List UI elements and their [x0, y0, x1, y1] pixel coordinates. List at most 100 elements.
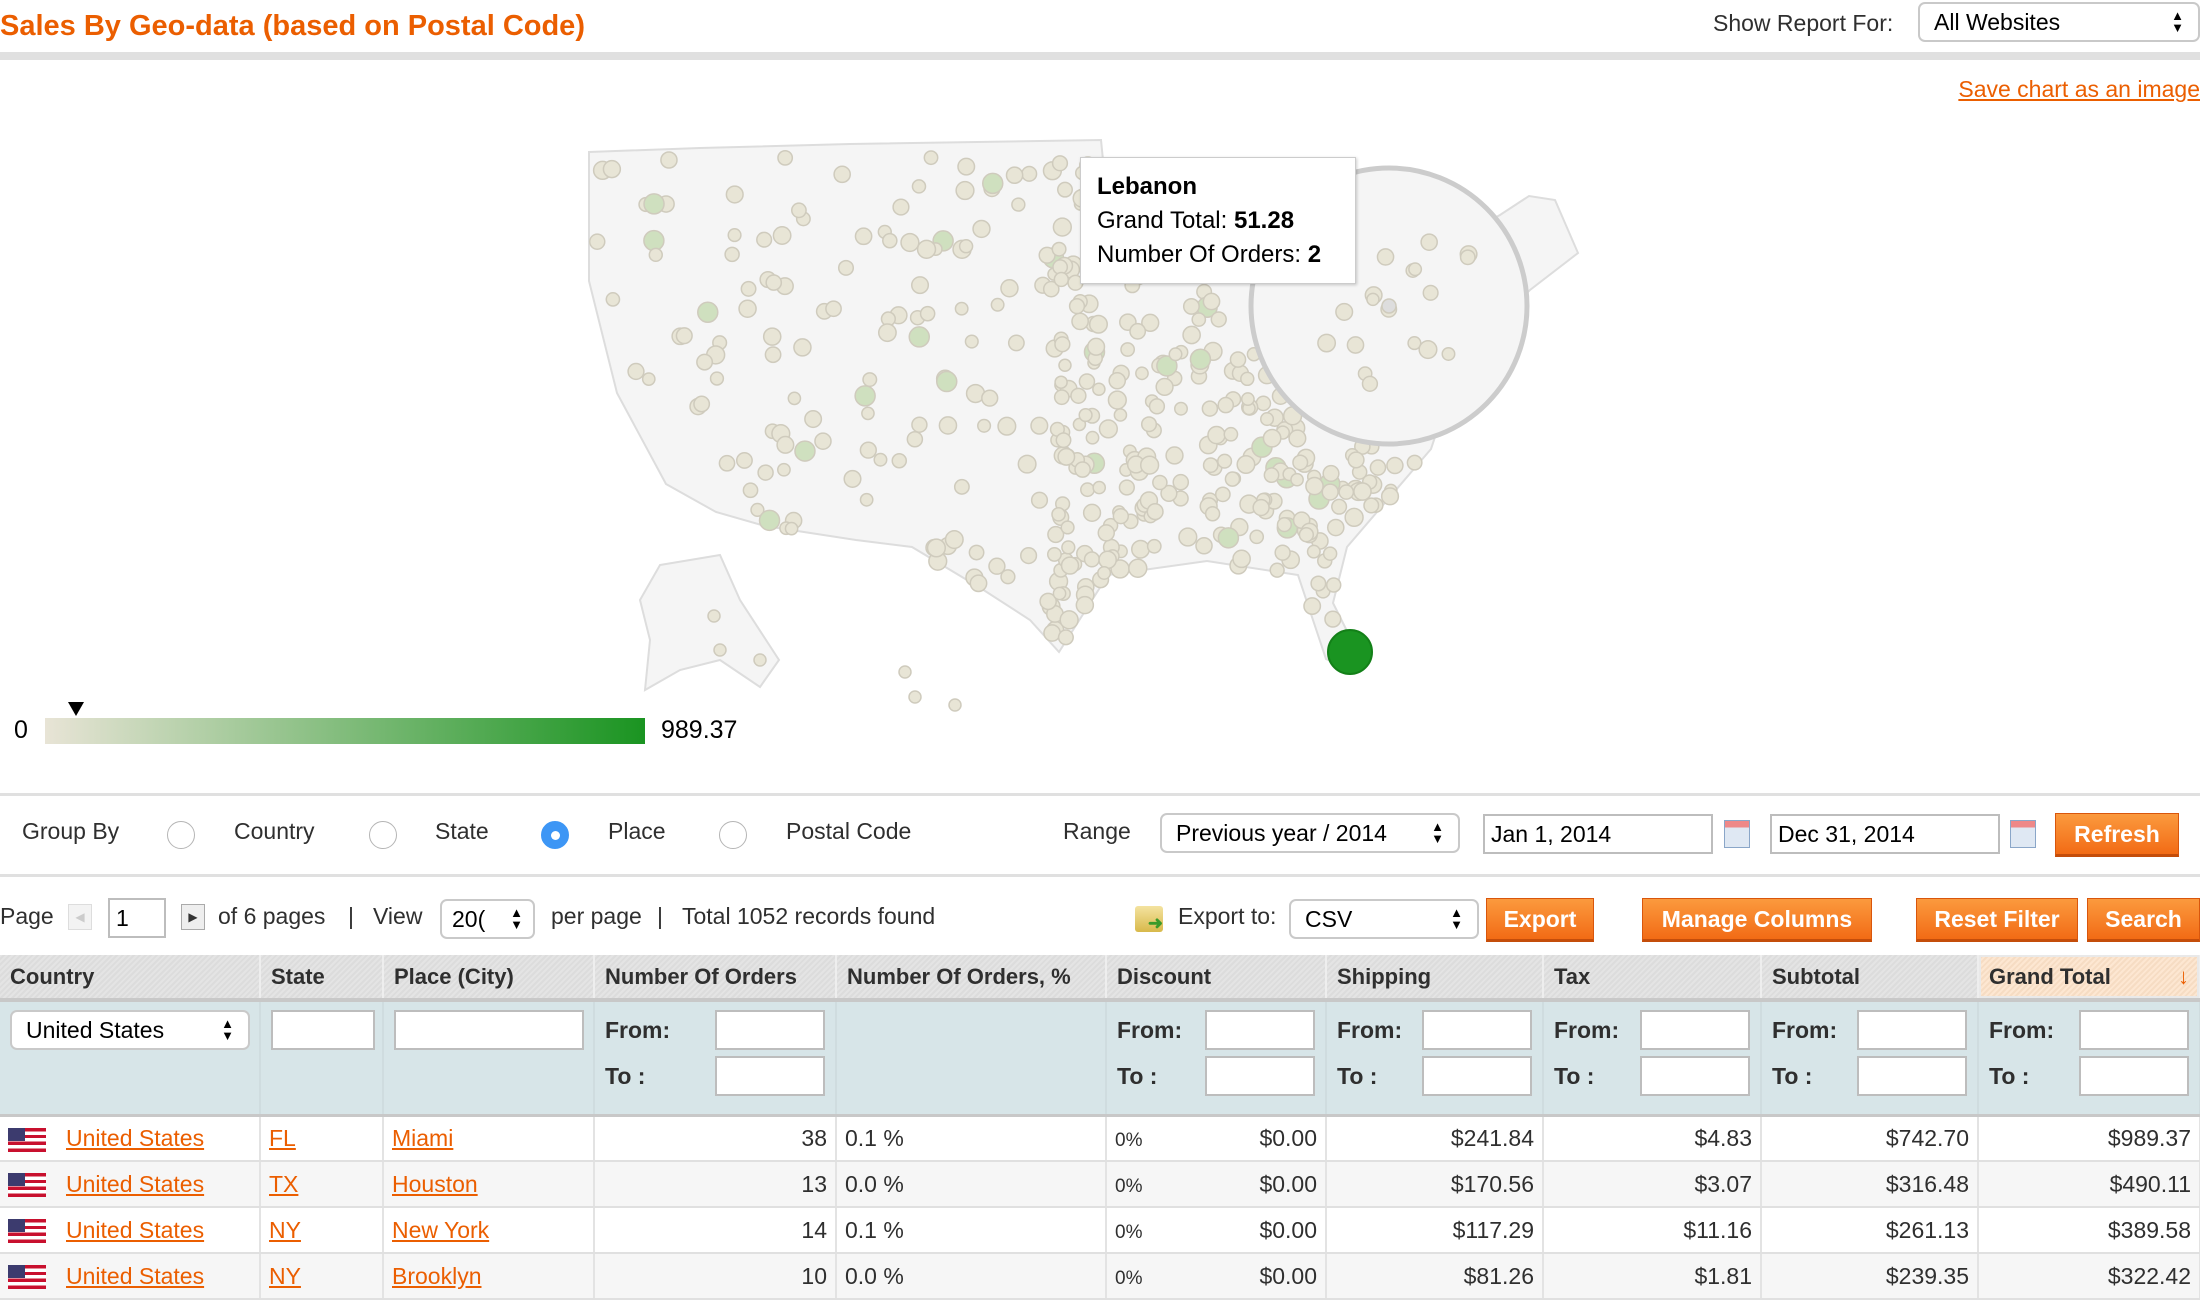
map-point[interactable] [1055, 432, 1072, 449]
map-point[interactable] [1178, 527, 1198, 547]
option-state[interactable]: State [435, 818, 489, 844]
map-point[interactable] [908, 326, 931, 348]
option-place[interactable]: Place [608, 818, 666, 844]
map-point[interactable] [1060, 520, 1075, 535]
subtotal-from-input[interactable] [1857, 1010, 1967, 1050]
map-point[interactable] [1120, 342, 1136, 357]
map-point[interactable] [707, 609, 721, 623]
map-point[interactable] [787, 391, 802, 406]
option-postal-code[interactable]: Postal Code [786, 818, 912, 844]
map-point[interactable] [1139, 455, 1160, 475]
reset-filter-button[interactable]: Reset Filter [1916, 898, 2078, 942]
map-point[interactable] [1240, 392, 1255, 406]
map-point[interactable] [1292, 454, 1309, 471]
state-link[interactable]: NY [269, 1262, 301, 1289]
map-point[interactable] [1276, 517, 1292, 533]
city-link[interactable]: Brooklyn [392, 1262, 482, 1289]
map-point[interactable] [1000, 279, 1019, 298]
map-point[interactable] [1135, 366, 1149, 381]
map-point[interactable] [1052, 217, 1072, 237]
shipping-to-input[interactable] [1422, 1056, 1532, 1096]
map-point[interactable] [627, 362, 645, 381]
map-point[interactable] [1020, 547, 1038, 565]
map-point[interactable] [1386, 456, 1404, 475]
col-subtotal[interactable]: Subtotal [1761, 955, 1979, 1002]
map-point[interactable] [740, 280, 757, 297]
map-point[interactable] [1326, 518, 1345, 537]
map-point[interactable] [1155, 377, 1174, 397]
map-point[interactable] [1053, 389, 1070, 406]
map-point[interactable] [1263, 467, 1280, 484]
map-point[interactable] [1369, 459, 1387, 476]
map-point[interactable] [765, 274, 783, 291]
map-point[interactable] [1011, 197, 1026, 212]
map-point[interactable] [1207, 425, 1226, 445]
map-point[interactable] [793, 338, 812, 357]
grand-total-from-input[interactable] [2079, 1010, 2189, 1050]
map-point[interactable] [1061, 540, 1076, 555]
map-point[interactable] [1182, 325, 1201, 345]
map-point[interactable] [794, 440, 816, 462]
map-point[interactable] [1232, 549, 1251, 569]
map-point[interactable] [1262, 428, 1282, 448]
orders-from-input[interactable] [715, 1010, 825, 1050]
radio-place[interactable] [541, 821, 569, 849]
map-point[interactable] [911, 179, 927, 194]
next-page-icon[interactable]: ▶ [181, 904, 205, 930]
map-point[interactable] [1156, 355, 1178, 377]
map-point[interactable] [1236, 454, 1256, 474]
map-point[interactable] [1017, 454, 1037, 474]
map-point[interactable] [1085, 430, 1100, 445]
map-point[interactable] [1152, 474, 1168, 491]
tax-to-input[interactable] [1640, 1056, 1750, 1096]
map-point[interactable] [1344, 507, 1364, 528]
country-link[interactable]: United States [66, 1124, 205, 1151]
map-point[interactable] [1080, 482, 1095, 498]
map-point[interactable] [727, 228, 742, 243]
map-point[interactable] [1310, 575, 1327, 592]
map-point[interactable] [758, 509, 781, 532]
map-point[interactable] [1059, 610, 1079, 630]
map-point[interactable] [713, 643, 727, 657]
map-point[interactable] [1274, 544, 1291, 561]
map-point[interactable] [1202, 457, 1219, 474]
map-point[interactable] [1051, 155, 1069, 172]
map-point[interactable] [1047, 525, 1065, 544]
map-point[interactable] [1078, 407, 1093, 423]
map-point[interactable] [1353, 482, 1372, 501]
map-point[interactable] [892, 198, 910, 216]
map-point[interactable] [873, 452, 888, 467]
map-point[interactable] [643, 193, 665, 215]
city-link[interactable]: Houston [392, 1170, 478, 1197]
map-point[interactable] [923, 150, 939, 166]
map-point[interactable] [1201, 400, 1219, 417]
map-point[interactable] [1021, 165, 1038, 182]
map-point[interactable] [997, 416, 1017, 436]
map-point[interactable] [588, 233, 606, 250]
map-point[interactable] [738, 299, 757, 318]
map-point[interactable] [1325, 577, 1342, 593]
map-point[interactable] [1092, 480, 1107, 495]
country-filter-select[interactable]: United States ▲ ▼ [10, 1010, 250, 1050]
country-link[interactable]: United States [66, 1262, 205, 1289]
map-point[interactable] [1366, 292, 1380, 307]
state-link[interactable]: TX [269, 1170, 299, 1197]
discount-to-input[interactable] [1205, 1056, 1315, 1096]
map-point[interactable] [1082, 503, 1102, 522]
map-point[interactable] [911, 416, 928, 433]
map-point[interactable] [1422, 284, 1439, 301]
map-point[interactable] [772, 226, 792, 245]
map-point[interactable] [1322, 546, 1338, 561]
calendar-icon[interactable] [1724, 820, 1750, 848]
map-point[interactable] [1420, 233, 1438, 251]
map-point[interactable] [906, 430, 924, 448]
map-point[interactable] [643, 229, 665, 252]
prev-page-icon[interactable]: ◀ [68, 904, 92, 930]
map-point[interactable] [1191, 312, 1207, 327]
state-filter-input[interactable] [271, 1010, 375, 1050]
map-point[interactable] [1418, 339, 1438, 360]
map-point[interactable] [1252, 498, 1270, 517]
map-point[interactable] [882, 232, 898, 249]
col-discount[interactable]: Discount [1106, 955, 1327, 1002]
map-point[interactable] [1128, 558, 1148, 578]
